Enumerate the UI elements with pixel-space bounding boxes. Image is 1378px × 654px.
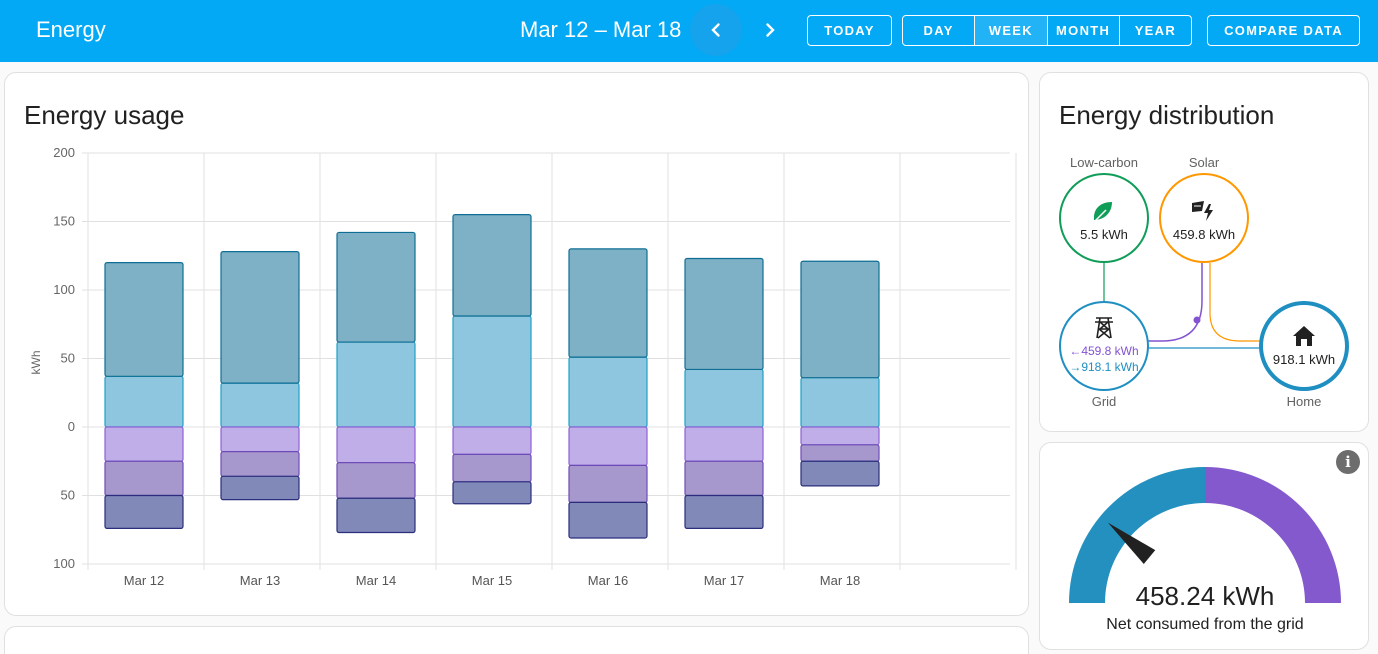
top-bar: Energy Mar 12 – Mar 18 TODAY DAY WEEK MO… [0,0,1378,62]
bar-segment [568,501,648,539]
grid-label: Grid [1092,394,1117,409]
x-tick-label: Mar 18 [820,573,860,588]
solar-value: 459.8 kWh [1173,227,1235,242]
grid-return-value: ←459.8 kWh [1069,344,1138,358]
gauge-needle [1107,522,1156,565]
low-carbon-node[interactable] [1059,173,1149,263]
bar-segment [800,426,880,446]
gauge-arc-returned [1205,467,1341,603]
bar-segment [220,251,300,384]
period-week-button[interactable]: WEEK [975,16,1048,45]
period-day-button[interactable]: DAY [903,16,976,45]
y-tick-label: 200 [53,145,75,160]
period-selector: DAY WEEK MONTH YEAR [902,15,1192,46]
bar-segment [336,497,416,534]
grid-node[interactable] [1059,301,1149,391]
chevron-right-icon [766,23,775,37]
previous-period-button[interactable] [690,4,742,56]
period-year-button[interactable]: YEAR [1134,23,1177,38]
next-card [4,626,1029,654]
bar-segment [220,451,300,477]
compare-data-button[interactable]: COMPARE DATA [1207,15,1360,46]
bar-segment [800,460,880,487]
bar-segment [104,426,184,462]
solar-label: Solar [1189,155,1220,170]
y-tick-label: 0 [68,419,75,434]
energy-usage-title: Energy usage [24,100,185,130]
bar-segment [336,341,416,428]
today-button[interactable]: TODAY [807,15,892,46]
date-range: Mar 12 – Mar 18 [520,17,682,42]
bar-segment [684,494,764,529]
bar-segment [452,426,532,455]
bar-segment [452,481,532,505]
energy-usage-chart: 200 150 100 50 0 50 100 kWh Mar 12 Mar 13 Mar 14 Ma… [29,145,1017,588]
bar-segment [452,214,532,317]
home-value: 918.1 kWh [1273,352,1335,367]
bar-segment [800,444,880,462]
grid-consumed-value: →918.1 kWh [1069,360,1138,374]
bar-segment [336,426,416,464]
bar-segment [800,377,880,428]
y-tick-label: 100 [53,282,75,297]
low-carbon-value: 5.5 kWh [1080,227,1128,242]
energy-distribution-diagram: Low-carbon 5.5 kWh Solar 459.8 kWh ←459.… [1059,155,1349,409]
bar-segment [452,315,532,428]
chevron-left-icon [711,23,720,37]
bar-segment [568,248,648,358]
bar-segment [800,260,880,379]
net-grid-gauge-card: 458.24 kWh Net consumed from the grid i [1039,442,1369,650]
bar-segment [104,494,184,529]
home-icon [1293,326,1315,346]
y-axis-label: kWh [29,351,43,375]
bar-segment [684,460,764,497]
bar-segment [452,453,532,483]
gauge-arc-consumed [1069,467,1205,603]
x-tick-label: Mar 14 [356,573,396,588]
y-tick-label: 50 [61,488,75,503]
app-title: Energy [36,17,106,42]
energy-distribution-title: Energy distribution [1059,100,1275,130]
bar-segment [104,262,184,377]
low-carbon-label: Low-carbon [1070,155,1138,170]
y-tick-label: 100 [53,556,75,571]
x-tick-label: Mar 17 [704,573,744,588]
period-month-button[interactable]: MONTH [1048,16,1120,45]
bar-segment [568,426,648,466]
bar-segment [336,462,416,499]
bar-segment [568,464,648,503]
solar-power-icon [1192,201,1213,221]
flow-dot [1193,316,1201,324]
bar-segment [684,368,764,428]
bar-segment [336,231,416,343]
bar-segment [568,356,648,428]
solar-to-home-line [1209,263,1262,342]
bar-segment [684,426,764,462]
bar-segment [220,382,300,428]
energy-usage-card: 200 150 100 50 0 50 100 kWh Mar 12 Mar 13 Mar 14 Ma… [4,72,1029,616]
solar-node[interactable] [1159,173,1249,263]
bar-segment [220,426,300,453]
net-grid-gauge: 458.24 kWh Net consumed from the grid [1069,467,1341,633]
y-tick-label: 150 [53,214,75,229]
y-tick-label: 50 [61,351,75,366]
leaf-icon [1093,202,1112,222]
gauge-label: Net consumed from the grid [1106,616,1303,633]
solar-to-grid-line [1148,263,1203,342]
bar-segment [684,257,764,371]
x-tick-label: Mar 13 [240,573,280,588]
info-icon[interactable]: i [1336,450,1360,474]
x-tick-label: Mar 15 [472,573,512,588]
x-tick-label: Mar 16 [588,573,628,588]
gauge-value: 458.24 kWh [1136,581,1275,611]
bar-segment [220,475,300,501]
next-period-button[interactable] [744,4,796,56]
bar-segment [104,375,184,428]
home-label: Home [1287,394,1322,409]
x-tick-label: Mar 12 [124,573,164,588]
energy-distribution-card: Energy distribution Low-carbon 5.5 kWh S… [1039,72,1369,432]
home-node[interactable] [1259,301,1349,391]
transmission-tower-icon [1095,317,1113,339]
bar-segment [104,460,184,497]
